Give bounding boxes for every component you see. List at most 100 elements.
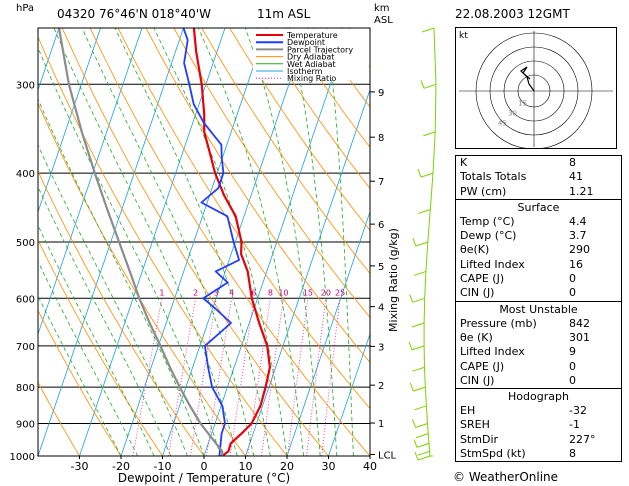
hodograph-ring xyxy=(475,32,593,149)
index-name: CAPE (J) xyxy=(460,272,505,286)
index-value: 0 xyxy=(569,359,576,373)
profile-dewpoint xyxy=(182,28,240,456)
dry-adiabat-line xyxy=(61,28,329,456)
mixing-ratio-line xyxy=(247,298,271,456)
index-name: EH xyxy=(460,404,476,418)
x-tick-label: 10 xyxy=(239,460,253,473)
wet-adiabat-line xyxy=(114,28,271,456)
dry-adiabat-line xyxy=(38,102,246,456)
legend-item-label: Mixing Ratio xyxy=(287,74,336,83)
km-label: km xyxy=(374,3,390,14)
pressure-tick-label: 300 xyxy=(16,80,35,91)
isotherm-line xyxy=(38,28,101,214)
index-name: StmDir xyxy=(460,432,499,446)
x-tick-label: 0 xyxy=(201,460,208,473)
asl-label: ASL xyxy=(374,15,393,26)
profile-parcel-trajectory xyxy=(57,28,224,456)
mixing-ratio-axis-label: Mixing Ratio (g/kg) xyxy=(387,228,400,332)
dry-adiabat-line xyxy=(38,239,163,456)
km-tick-label: 8 xyxy=(378,133,384,144)
legend-item-label: Isotherm xyxy=(287,67,323,76)
station-elevation: 11m ASL xyxy=(257,7,311,21)
index-value: 41 xyxy=(569,170,583,184)
hodograph-trace xyxy=(520,66,535,92)
index-row: Totals Totals 41 xyxy=(456,170,621,184)
mixing-ratio-label: 20 xyxy=(321,288,331,297)
mixing-ratio-line xyxy=(261,298,284,456)
x-tick-label: 20 xyxy=(280,460,294,473)
index-value: 301 xyxy=(569,330,590,344)
mixing-ratio-line xyxy=(132,298,163,456)
index-name: Dewp (°C) xyxy=(460,229,517,243)
mixing-ratio-label: 10 xyxy=(278,288,288,297)
pressure-tick-label: 500 xyxy=(16,238,35,249)
wet-adiabat-line xyxy=(38,224,155,456)
index-value: 8 xyxy=(569,447,576,461)
section-title: Surface xyxy=(456,198,621,215)
wind-barb xyxy=(417,450,430,456)
legend-item-label: Parcel Trajectory xyxy=(287,45,353,54)
wind-barb xyxy=(415,241,428,247)
wind-barb-feather xyxy=(417,168,422,178)
index-row: EH -32 xyxy=(456,404,621,418)
wind-barb xyxy=(414,405,427,411)
index-row: StmDir 227° xyxy=(456,433,621,447)
dry-adiabat-line xyxy=(145,28,370,364)
mixing-ratio-line xyxy=(306,298,327,456)
mixing-ratio-label: 6 xyxy=(251,288,256,297)
wind-barb-feather xyxy=(412,419,417,428)
hodograph-unit: kt xyxy=(459,31,468,41)
dry-adiabat-line xyxy=(38,381,80,456)
index-value: -32 xyxy=(569,404,587,418)
index-name: θe (K) xyxy=(460,330,493,344)
copyright: © WeatherOnline xyxy=(453,470,559,484)
wind-barb xyxy=(417,455,431,461)
wet-adiabat-line xyxy=(38,144,188,456)
mixing-ratio-line xyxy=(229,298,255,456)
index-value: 16 xyxy=(569,257,583,271)
dry-adiabat-line xyxy=(117,28,370,410)
legend-item-label: Wet Adiabat xyxy=(287,60,336,69)
hpa-axis-title: hPa xyxy=(16,3,35,14)
index-name: θe(K) xyxy=(460,243,490,257)
legend-item-label: Dewpoint xyxy=(287,38,325,47)
wind-barb-feather xyxy=(408,341,413,351)
wind-barb xyxy=(420,172,434,178)
wind-barb xyxy=(423,131,436,137)
wind-barb-feather xyxy=(409,294,414,303)
wind-barb xyxy=(411,345,425,351)
index-row: Lifted Index 9 xyxy=(456,345,621,359)
mixing-ratio-line xyxy=(190,298,217,456)
isotherm-line xyxy=(0,28,18,456)
dry-adiabat-line xyxy=(173,28,370,318)
wind-barb xyxy=(413,386,426,392)
km-tick-label: 1 xyxy=(378,419,384,430)
index-value: 227° xyxy=(569,432,596,446)
isotherm-line xyxy=(120,28,267,456)
date-time: 22.08.2003 12GMT xyxy=(455,7,570,21)
isotherm-line xyxy=(162,28,309,456)
km-tick-label: LCL xyxy=(378,450,397,461)
wet-adiabat-line xyxy=(326,28,354,456)
wind-barb xyxy=(412,366,425,372)
isotherm-line xyxy=(38,28,184,456)
km-tick-label: 3 xyxy=(378,342,384,353)
wet-adiabat-line xyxy=(38,295,122,456)
mixing-ratio-label: 3 xyxy=(214,288,219,297)
index-row: Pressure (mb) 842 xyxy=(456,317,621,331)
index-value: 9 xyxy=(569,345,576,359)
isotherm-line xyxy=(38,28,143,336)
km-tick-label: 9 xyxy=(378,88,384,99)
dry-adiabat-line xyxy=(201,28,370,275)
wet-adiabat-line xyxy=(38,46,221,456)
mixing-ratio-label: 2 xyxy=(193,288,198,297)
index-name: CIN (J) xyxy=(460,373,495,387)
wind-barbs xyxy=(408,27,437,461)
wind-barb xyxy=(416,433,429,439)
index-value: 842 xyxy=(569,316,590,330)
index-row: PW (cm) 1.21 xyxy=(456,185,621,199)
wet-adiabat-line xyxy=(153,28,288,456)
x-tick-label: -20 xyxy=(112,460,130,473)
wind-barb xyxy=(412,297,425,303)
